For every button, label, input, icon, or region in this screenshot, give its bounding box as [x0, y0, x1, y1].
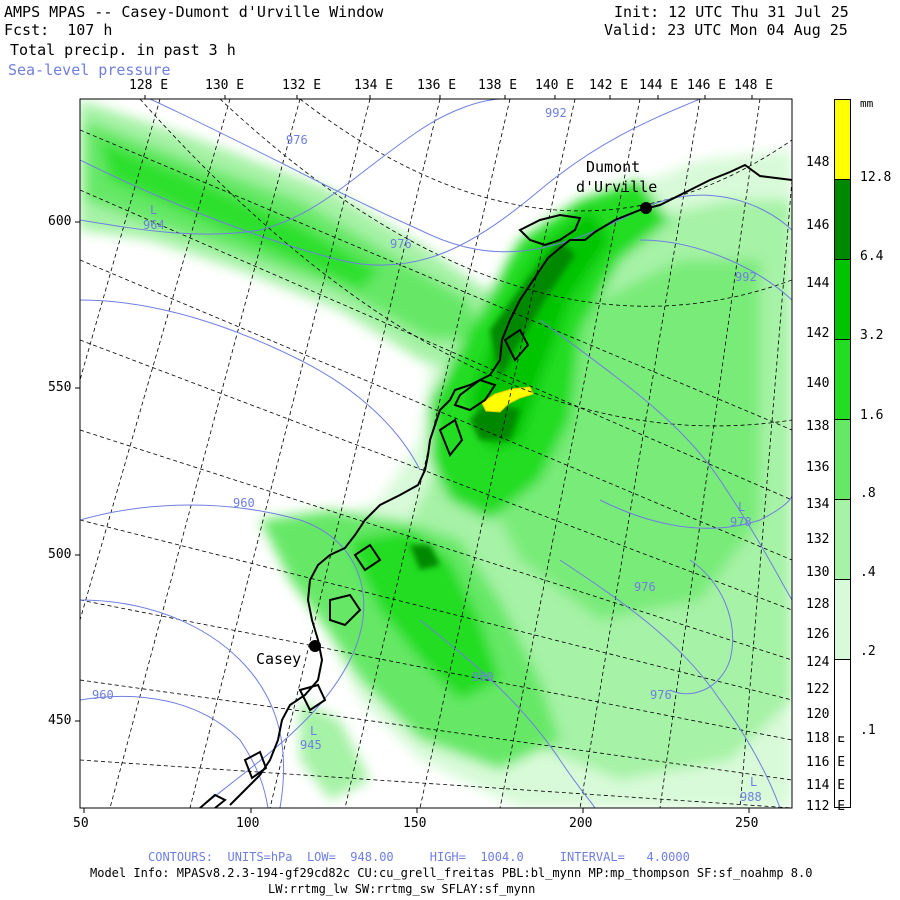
colorbar-level: 12.8 [860, 170, 892, 185]
colorbar-swatch [835, 260, 850, 340]
forecast-hour: Fcst: 107 h [4, 21, 113, 39]
isobar-label: 978 [730, 515, 752, 529]
coastline [199, 163, 792, 808]
isobar-label: 976 [634, 580, 656, 594]
y-axis-label: 450 [48, 713, 72, 728]
model-info: Model Info: MPASv8.2.3-194-gf29cd82c CU:… [90, 866, 813, 880]
field-name: Total precip. in past 3 h [10, 41, 236, 59]
lon-label-top: 136 E [417, 78, 457, 93]
isobar-label: 992 [735, 270, 757, 284]
colorbar-swatch [835, 180, 850, 260]
low-marker: L [310, 724, 318, 738]
model-info-line2: LW:rrtmg_lw SW:rrtmg_sw SFLAY:sf_mynn [268, 882, 536, 896]
precip-shading [80, 100, 792, 808]
lon-label-top: 140 E [535, 78, 575, 93]
graticule [80, 99, 792, 808]
lon-label-top: 130 E [205, 78, 245, 93]
isobar-label: 945 [300, 738, 322, 752]
colorbar-level: .8 [860, 486, 876, 501]
lon-label-top: 134 E [354, 78, 394, 93]
colorbar-swatch [835, 660, 850, 736]
x-axis-label: 200 [569, 816, 593, 831]
colorbar-level: .2 [860, 644, 876, 659]
colorbar-swatch [835, 340, 850, 420]
station-label-dumont: Dumont [586, 158, 641, 176]
lon-label-top: 138 E [478, 78, 518, 93]
station-label-casey: Casey [256, 650, 302, 668]
low-marker: L [738, 500, 746, 514]
init-time: Init: 12 UTC Thu 31 Jul 25 [614, 3, 849, 21]
lon-label-top: 132 E [282, 78, 322, 93]
map-title: AMPS MPAS -- Casey-Dumont d'Urville Wind… [4, 3, 384, 21]
y-axis-label: 500 [48, 547, 72, 562]
colorbar-swatch [835, 100, 850, 180]
isobar-label: 960 [233, 496, 255, 510]
overlay-name: Sea-level pressure [8, 61, 171, 79]
precip-max-area [481, 386, 534, 413]
isobars [80, 99, 792, 808]
isobar-label: 960 [472, 670, 494, 684]
colorbar-level: 6.4 [860, 249, 884, 264]
lon-label-top: 148 E [734, 78, 774, 93]
isobar-label: 988 [740, 790, 762, 804]
lon-label-right: 112 E [806, 799, 846, 814]
isobar-label: 976 [286, 133, 308, 147]
colorbar-swatch [835, 500, 850, 580]
lon-label-top: 142 E [589, 78, 629, 93]
isobar-label: 976 [390, 237, 412, 251]
colorbar-level: 1.6 [860, 408, 884, 423]
lon-label-top: 144 E [639, 78, 679, 93]
x-axis-label: 150 [403, 816, 427, 831]
low-marker: L [150, 203, 158, 217]
lon-label-top: 146 E [687, 78, 727, 93]
contour-info: CONTOURS: UNITS=hPa LOW= 948.00 HIGH= 10… [148, 850, 690, 864]
lon-label-right: 114 E [806, 778, 846, 793]
low-marker: L [750, 775, 758, 789]
station-dot-dumont [640, 202, 652, 214]
station-label-durville: d'Urville [576, 178, 658, 196]
lon-label-right: 116 E [806, 755, 846, 770]
colorbar-level: .4 [860, 565, 876, 580]
station-dot-casey [309, 640, 321, 652]
x-axis-label: 50 [73, 816, 89, 831]
isobar-label: 976 [650, 688, 672, 702]
valid-time: Valid: 23 UTC Mon 04 Aug 25 [604, 21, 848, 39]
colorbar-level: 3.2 [860, 328, 884, 343]
isobar-label: 960 [92, 688, 114, 702]
lon-label-top: 128 E [129, 78, 169, 93]
colorbar-swatch [835, 580, 850, 660]
x-axis-label: 100 [236, 816, 260, 831]
x-axis-label: 250 [735, 816, 759, 831]
isobar-label: 992 [545, 106, 567, 120]
colorbar-level: .1 [860, 723, 876, 738]
lon-label-right: 118 E [806, 731, 846, 746]
y-axis-label: 600 [48, 214, 72, 229]
colorbar-swatch [835, 420, 850, 500]
colorbar-unit: mm [860, 97, 874, 110]
y-axis-label: 550 [48, 380, 72, 395]
isobar-label: 964 [143, 218, 165, 232]
colorbar [834, 99, 851, 808]
